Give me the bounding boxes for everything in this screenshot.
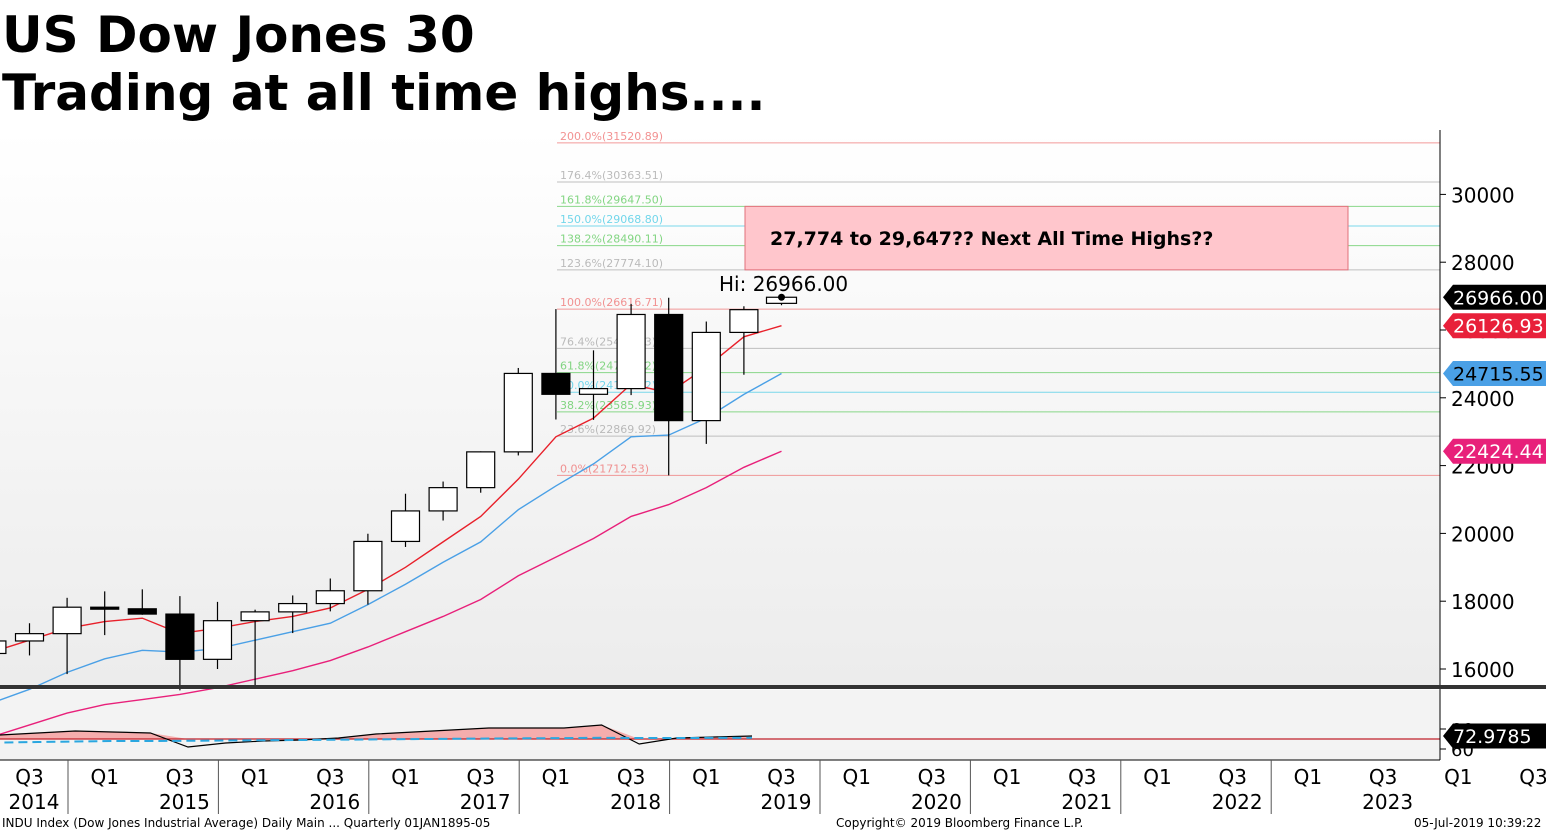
quarter-tick-label: Q3 bbox=[767, 765, 795, 789]
price-tick-label: 28000 bbox=[1451, 251, 1515, 275]
candle-body bbox=[466, 451, 496, 489]
price-tag-background bbox=[1443, 438, 1546, 464]
fib-level-label: 0.0%(21712.53) bbox=[560, 462, 649, 475]
moving-average-slow bbox=[0, 450, 782, 735]
target-range-label: 27,774 to 29,647?? Next All Time Highs?? bbox=[770, 228, 1213, 250]
fib-level-label: 123.6%(27774.10) bbox=[560, 257, 663, 270]
price-tag-background bbox=[1443, 313, 1546, 339]
price-tag: 24715.55 bbox=[1453, 364, 1544, 386]
price-tick-label: 20000 bbox=[1451, 522, 1515, 546]
fib-level-label: 176.4%(30363.51) bbox=[560, 169, 663, 182]
candle-body bbox=[240, 611, 270, 622]
price-tick-label: 18000 bbox=[1451, 590, 1515, 614]
candle-body bbox=[315, 590, 345, 605]
quarter-tick-label: Q3 bbox=[1218, 765, 1246, 789]
fib-level-label: 161.8%(29647.50) bbox=[560, 193, 663, 206]
moving-average-fast bbox=[0, 325, 782, 651]
candle-body bbox=[578, 388, 609, 395]
candle-body bbox=[616, 313, 646, 390]
fib-level-label: 23.6%(22869.92) bbox=[560, 423, 656, 436]
rsi-signal-line bbox=[0, 736, 753, 744]
price-tick-label: 24000 bbox=[1451, 387, 1515, 411]
target-range-box bbox=[744, 205, 1349, 271]
candle-body bbox=[691, 331, 721, 422]
price-tick-label: 30000 bbox=[1451, 183, 1515, 207]
quarter-tick-label: Q1 bbox=[1143, 765, 1171, 789]
candle-body bbox=[14, 633, 45, 642]
candle-body bbox=[390, 510, 421, 543]
year-tick-label: 2015 bbox=[159, 790, 210, 814]
quarter-tick-label: Q3 bbox=[166, 765, 194, 789]
quarter-tick-label: Q3 bbox=[918, 765, 946, 789]
candle-body bbox=[503, 372, 533, 453]
panel-separator bbox=[0, 685, 1546, 689]
candle-body bbox=[428, 487, 458, 512]
quarter-tick-label: Q1 bbox=[90, 765, 118, 789]
candle-body bbox=[0, 640, 7, 655]
high-marker bbox=[778, 293, 785, 301]
quarter-tick-label: Q3 bbox=[617, 765, 645, 789]
quarter-tick-label: Q1 bbox=[1444, 765, 1472, 789]
candle-body bbox=[541, 372, 571, 395]
fib-level-label: 138.2%(28490.11) bbox=[560, 233, 663, 246]
moving-average-mid bbox=[0, 372, 782, 701]
rsi-value-tag-background bbox=[1443, 723, 1546, 749]
fib-level-label: 200.0%(31520.89) bbox=[560, 130, 663, 143]
price-tag: 22424.44 bbox=[1453, 441, 1544, 463]
year-tick-label: 2023 bbox=[1362, 790, 1413, 814]
year-tick-label: 2020 bbox=[911, 790, 962, 814]
candle-body bbox=[654, 313, 684, 422]
candle-body bbox=[165, 613, 195, 660]
high-annotation-label: Hi: 26966.00 bbox=[719, 272, 848, 296]
chart-title-line-2: Trading at all time highs.... bbox=[2, 64, 766, 122]
year-tick-label: 2021 bbox=[1061, 790, 1112, 814]
quarter-tick-label: Q1 bbox=[391, 765, 419, 789]
quarter-tick-label: Q3 bbox=[466, 765, 494, 789]
price-tag: 26126.93 bbox=[1453, 316, 1544, 338]
quarter-tick-label: Q1 bbox=[241, 765, 269, 789]
quarter-tick-label: Q1 bbox=[993, 765, 1021, 789]
footer-timestamp: 05-Jul-2019 10:39:22 bbox=[1414, 816, 1542, 830]
chart-title-line-1: US Dow Jones 30 bbox=[2, 6, 475, 64]
quarter-tick-label: Q1 bbox=[1294, 765, 1322, 789]
candle-body bbox=[353, 540, 383, 592]
year-tick-label: 2018 bbox=[610, 790, 661, 814]
quarter-tick-label: Q3 bbox=[1068, 765, 1096, 789]
rsi-line bbox=[0, 724, 753, 748]
quarter-tick-label: Q1 bbox=[692, 765, 720, 789]
fib-level-label: 150.0%(29068.80) bbox=[560, 213, 663, 226]
quarter-tick-label: Q3 bbox=[1369, 765, 1397, 789]
candle-body bbox=[90, 606, 120, 610]
rsi-panel-background bbox=[0, 690, 1440, 760]
quarter-tick-label: Q1 bbox=[842, 765, 870, 789]
candle-body bbox=[278, 602, 308, 613]
fib-level-label: 100.0%(26616.71) bbox=[560, 296, 663, 309]
candle-body bbox=[127, 608, 157, 615]
quarter-tick-label: Q3 bbox=[316, 765, 344, 789]
price-tag-background bbox=[1443, 361, 1546, 387]
candle-body bbox=[202, 620, 233, 660]
year-tick-label: 2016 bbox=[309, 790, 360, 814]
year-tick-label: 2019 bbox=[761, 790, 812, 814]
price-tag-background bbox=[1443, 284, 1546, 310]
footer-copyright: Copyright© 2019 Bloomberg Finance L.P. bbox=[836, 816, 1084, 830]
price-tick-label: 16000 bbox=[1451, 658, 1515, 682]
rsi-value-tag: 72.9785 bbox=[1453, 726, 1532, 748]
price-tag: 26966.00 bbox=[1453, 287, 1544, 309]
quarter-tick-label: Q1 bbox=[542, 765, 570, 789]
year-tick-label: 2022 bbox=[1212, 790, 1263, 814]
year-tick-label: 2017 bbox=[460, 790, 511, 814]
quarter-tick-label: Q3 bbox=[15, 765, 43, 789]
candle-body bbox=[729, 309, 759, 334]
candle-body bbox=[52, 606, 82, 635]
year-tick-label: 2014 bbox=[9, 790, 60, 814]
quarter-tick-label: Q3 bbox=[1519, 765, 1546, 789]
footer-source: INDU Index (Dow Jones Industrial Average… bbox=[2, 816, 491, 830]
